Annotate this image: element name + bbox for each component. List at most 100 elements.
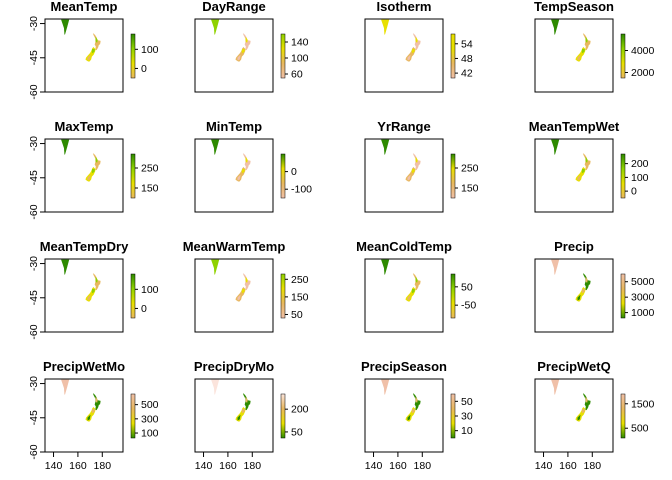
raster-patch bbox=[95, 396, 98, 403]
legend-tick-label: 50 bbox=[461, 281, 473, 293]
x-tick-label: 160 bbox=[559, 460, 577, 472]
y-tick-label: -60 bbox=[28, 324, 40, 339]
raster-patch bbox=[585, 36, 588, 43]
panel-title: PrecipWetQ bbox=[537, 359, 610, 374]
plot-frame bbox=[364, 378, 444, 453]
legend-tick-label: -50 bbox=[461, 300, 476, 312]
raster-west-coast bbox=[551, 259, 560, 275]
legend-tick-label: 10 bbox=[461, 425, 473, 437]
legend-tick-label: 5000 bbox=[631, 276, 655, 288]
raster-patch bbox=[581, 168, 586, 174]
legend-tick-label: 150 bbox=[141, 183, 159, 195]
legend-frame bbox=[450, 153, 456, 199]
panel-MeanColdTemp: MeanColdTemp -50 50 bbox=[356, 239, 476, 333]
legend-frame bbox=[280, 393, 286, 439]
panel-title: TempSeason bbox=[534, 0, 614, 14]
raster-patch bbox=[407, 414, 411, 421]
raster-patch bbox=[95, 36, 98, 43]
panel-title: MeanTempDry bbox=[40, 239, 129, 254]
legend-tick-label: 50 bbox=[291, 309, 303, 321]
legend-tick-label: 3000 bbox=[631, 292, 655, 304]
legend-tick-label: -100 bbox=[291, 184, 312, 196]
plot-frame bbox=[44, 258, 124, 333]
legend-tick-label: 48 bbox=[461, 53, 473, 65]
panel-MeanTemp: MeanTemp -30 -45 -60 0 100 bbox=[28, 0, 159, 100]
raster-west-coast bbox=[61, 379, 70, 395]
legend-tick-label: 0 bbox=[631, 186, 637, 198]
panel-Precip: Precip 1000 3000 5000 bbox=[534, 239, 655, 333]
legend-tick-label: 500 bbox=[141, 399, 159, 411]
legend-frame bbox=[620, 393, 626, 439]
legend-tick-label: 0 bbox=[291, 166, 297, 178]
raster-patch bbox=[237, 174, 241, 181]
panel-PrecipSeason: PrecipSeason 140 160 180 10 30 50 bbox=[361, 359, 473, 472]
raster-patch bbox=[415, 156, 418, 163]
raster-patch bbox=[245, 276, 248, 283]
legend-colorbar bbox=[621, 34, 625, 78]
raster-patch bbox=[87, 414, 91, 421]
legend-tick-label: 54 bbox=[461, 38, 473, 50]
plot-frame bbox=[194, 258, 274, 333]
raster-patch bbox=[237, 414, 241, 421]
raster-patch bbox=[415, 396, 418, 403]
raster-patch bbox=[577, 54, 581, 61]
raster-patch bbox=[411, 408, 416, 414]
panel-title: MeanTemp bbox=[51, 0, 118, 14]
legend-tick-label: 150 bbox=[291, 291, 309, 303]
plot-frame bbox=[44, 138, 124, 213]
legend-colorbar bbox=[281, 394, 285, 438]
legend-colorbar bbox=[451, 34, 455, 78]
legend-tick-label: 100 bbox=[631, 172, 649, 184]
plot-frame bbox=[364, 18, 444, 93]
legend-tick-label: 1500 bbox=[631, 398, 655, 410]
panel-Isotherm: Isotherm 42 48 54 bbox=[364, 0, 473, 93]
legend-frame bbox=[130, 393, 136, 439]
raster-west-coast bbox=[61, 19, 70, 35]
y-tick-label: -30 bbox=[28, 256, 40, 271]
raster-patch bbox=[411, 168, 416, 174]
legend-colorbar bbox=[621, 154, 625, 198]
raster-patch bbox=[245, 36, 248, 43]
x-tick-label: 180 bbox=[244, 460, 262, 472]
legend-tick-label: 2000 bbox=[631, 67, 655, 79]
legend-tick-label: 200 bbox=[631, 158, 649, 170]
x-tick-label: 180 bbox=[584, 460, 602, 472]
legend-frame bbox=[130, 273, 136, 319]
legend-tick-label: 4000 bbox=[631, 45, 655, 57]
legend-tick-label: 100 bbox=[141, 284, 159, 296]
panel-MaxTemp: MaxTemp -30 -45 -60 150 250 bbox=[28, 119, 159, 220]
legend-tick-label: 250 bbox=[461, 163, 479, 175]
legend-frame bbox=[130, 153, 136, 199]
raster-patch bbox=[241, 48, 246, 54]
legend-colorbar bbox=[451, 274, 455, 318]
raster-patch bbox=[87, 294, 91, 301]
raster-patch bbox=[237, 294, 241, 301]
legend-frame bbox=[620, 153, 626, 199]
raster-patch bbox=[241, 288, 246, 294]
raster-west-coast bbox=[381, 259, 390, 275]
y-tick-label: -30 bbox=[28, 136, 40, 151]
panel-TempSeason: TempSeason 2000 4000 bbox=[534, 0, 655, 93]
raster-patch bbox=[585, 396, 588, 403]
legend-frame bbox=[450, 273, 456, 319]
x-tick-label: 160 bbox=[69, 460, 87, 472]
y-tick-label: -30 bbox=[28, 376, 40, 391]
raster-patch bbox=[245, 396, 248, 403]
raster-patch bbox=[581, 288, 586, 294]
y-tick-label: -45 bbox=[28, 170, 40, 185]
raster-patch bbox=[407, 174, 411, 181]
legend-tick-label: 50 bbox=[461, 396, 473, 408]
panel-MeanTempDry: MeanTempDry-30 -45 -60 0 100 bbox=[28, 239, 159, 340]
legend-colorbar bbox=[281, 34, 285, 78]
raster-patch bbox=[577, 414, 581, 421]
plot-frame bbox=[534, 18, 614, 93]
plot-frame bbox=[534, 138, 614, 213]
raster-patch bbox=[91, 48, 96, 54]
legend-colorbar bbox=[621, 394, 625, 438]
raster-west-coast bbox=[551, 19, 560, 35]
raster-west-coast bbox=[381, 19, 390, 35]
legend-frame bbox=[450, 33, 456, 79]
legend-tick-label: 60 bbox=[291, 69, 303, 81]
legend-tick-label: 250 bbox=[291, 274, 309, 286]
